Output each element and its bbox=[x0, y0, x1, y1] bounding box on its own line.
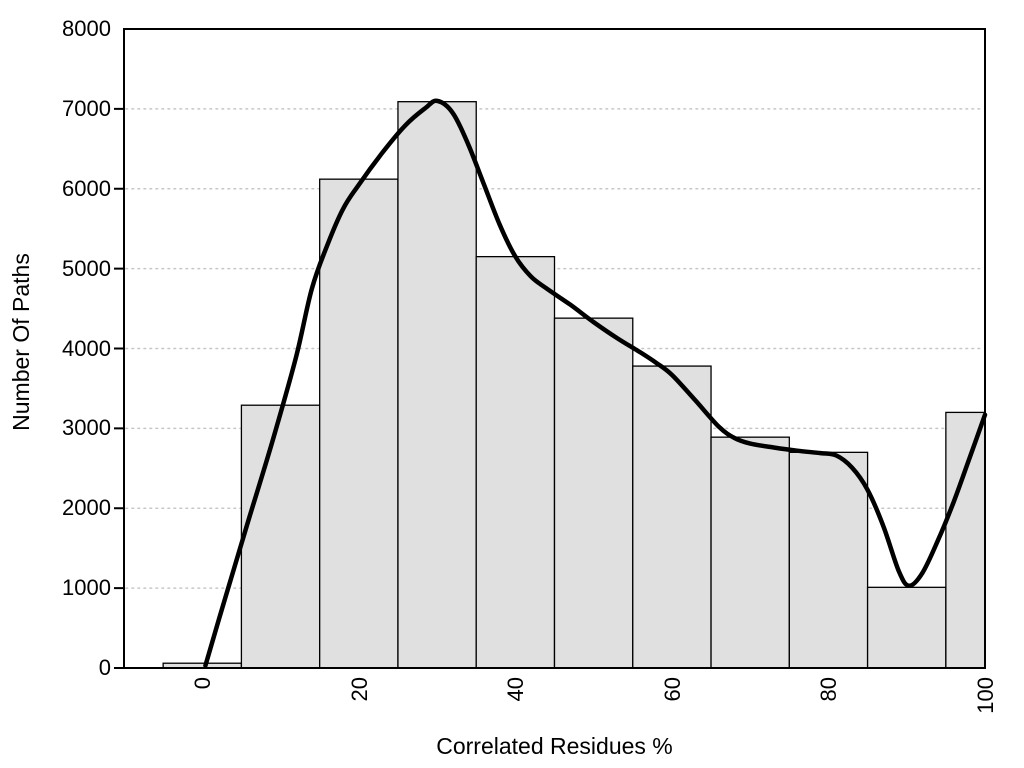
x-axis-title: Correlated Residues % bbox=[436, 733, 673, 759]
y-tick-label: 7000 bbox=[62, 95, 111, 121]
histogram-bar bbox=[240, 404, 321, 669]
y-tick-label: 2000 bbox=[62, 495, 111, 521]
histogram-bar bbox=[788, 451, 869, 669]
x-tick-label: 80 bbox=[816, 677, 842, 702]
histogram-bar bbox=[475, 255, 556, 669]
histogram-bar bbox=[319, 178, 399, 669]
x-tick-label: 100 bbox=[973, 677, 998, 714]
histogram-bar bbox=[632, 365, 712, 669]
plot-border-box bbox=[123, 28, 986, 669]
x-tick-label: 60 bbox=[659, 677, 685, 702]
x-tick-label: 20 bbox=[346, 677, 372, 702]
smoothed-trend-curve bbox=[203, 98, 988, 668]
y-tick-label: 6000 bbox=[62, 175, 111, 201]
histogram-bar bbox=[866, 586, 947, 669]
y-tick-label: 5000 bbox=[62, 255, 111, 281]
histogram-bar bbox=[710, 436, 790, 669]
y-axis-title: Number Of Paths bbox=[8, 253, 34, 431]
y-tick-label: 4000 bbox=[62, 335, 111, 361]
y-tick-label: 0 bbox=[98, 655, 111, 680]
x-tick-label: 0 bbox=[190, 677, 216, 690]
x-tick-label: 40 bbox=[503, 677, 529, 702]
y-tick-label: 3000 bbox=[62, 415, 111, 441]
histogram-bar bbox=[397, 101, 477, 669]
histogram-bar bbox=[553, 317, 634, 669]
y-tick-label: 1000 bbox=[62, 575, 111, 601]
y-tick-label: 8000 bbox=[62, 16, 111, 41]
histogram-bar bbox=[945, 411, 986, 669]
